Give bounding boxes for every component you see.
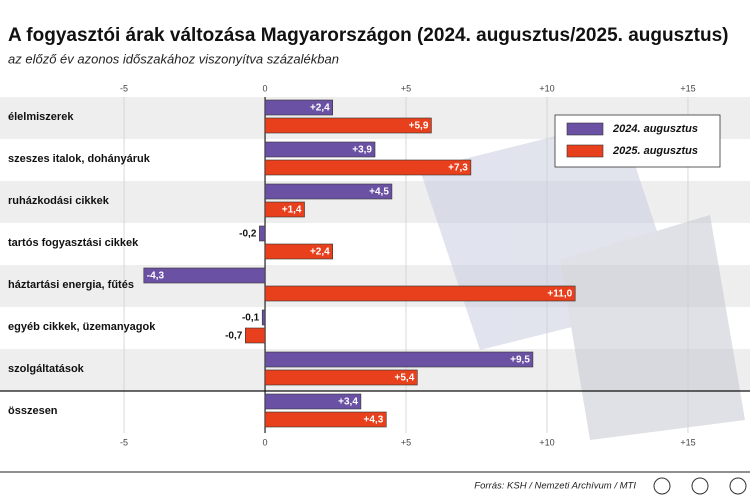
x-tick-label: +15	[680, 83, 695, 93]
legend-label: 2025. augusztus	[612, 145, 698, 157]
legend-swatch	[566, 144, 604, 158]
x-tick-label: +10	[539, 83, 554, 93]
bar	[245, 327, 266, 344]
value-label: +11,0	[547, 289, 572, 300]
bar	[264, 369, 418, 386]
y-tick-label: élelmiszerek	[8, 111, 74, 123]
bar	[264, 243, 334, 260]
logo	[691, 477, 709, 495]
bar	[264, 285, 576, 302]
y-tick-label: összesen	[8, 405, 58, 417]
y-tick-label: egyéb cikkek, üzemanyagok	[8, 321, 156, 333]
bar	[264, 99, 334, 116]
x-tick-label: -5	[120, 437, 128, 447]
x-tick-label: +5	[401, 437, 411, 447]
source: Forrás: KSH / Nemzeti Archívum / MTI	[474, 481, 636, 492]
value-label: +5,9	[409, 121, 429, 132]
bar	[259, 225, 266, 242]
x-tick-label: -5	[120, 83, 128, 93]
bar	[264, 159, 472, 176]
chart-title: A fogyasztói árak változása Magyarország…	[8, 25, 728, 46]
value-label: -4,3	[147, 271, 165, 282]
y-tick-label: ruházkodási cikkek	[8, 195, 110, 207]
y-tick-label: háztartási energia, fűtés	[8, 279, 134, 291]
bar	[264, 351, 534, 368]
logo	[653, 477, 671, 495]
value-label: +2,4	[310, 103, 330, 114]
legend-swatch	[566, 122, 604, 136]
value-label: -0,7	[225, 331, 243, 342]
value-label: +3,9	[352, 145, 372, 156]
value-label: +7,3	[448, 163, 468, 174]
chart-subtitle: az előző év azonos időszakához viszonyít…	[8, 51, 339, 66]
value-label: +2,4	[310, 247, 330, 258]
value-label: +9,5	[510, 355, 530, 366]
y-tick-label: tartós fogyasztási cikkek	[8, 237, 139, 249]
price-tag	[560, 215, 745, 440]
value-label: -0,2	[239, 229, 257, 240]
bar	[143, 267, 266, 284]
y-tick-label: szolgáltatások	[8, 363, 85, 375]
value-label: +1,4	[282, 205, 302, 216]
bar	[264, 411, 387, 428]
value-label: +4,3	[364, 415, 384, 426]
x-tick-label: +5	[401, 83, 411, 93]
bar	[264, 393, 362, 410]
bar	[261, 309, 266, 326]
plot: -5 -5 0 0 +5 +5 +10 +10 +15 +15 élelmiszerek +2,4 +5…	[0, 83, 750, 447]
value-label: -0,1	[242, 313, 260, 324]
bar	[264, 117, 432, 134]
x-tick-label: +10	[539, 437, 554, 447]
value-label: +4,5	[369, 187, 389, 198]
bar	[264, 141, 376, 158]
x-tick-label: 0	[263, 437, 268, 447]
x-tick-label: +15	[680, 437, 695, 447]
logo	[729, 477, 747, 495]
legend-label: 2024. augusztus	[612, 123, 698, 135]
value-label: +3,4	[338, 397, 358, 408]
bar	[264, 183, 393, 200]
x-tick-label: 0	[263, 83, 268, 93]
bar	[264, 201, 305, 218]
y-tick-label: szeszes italok, dohányáruk	[8, 153, 151, 165]
value-label: +5,4	[395, 373, 415, 384]
